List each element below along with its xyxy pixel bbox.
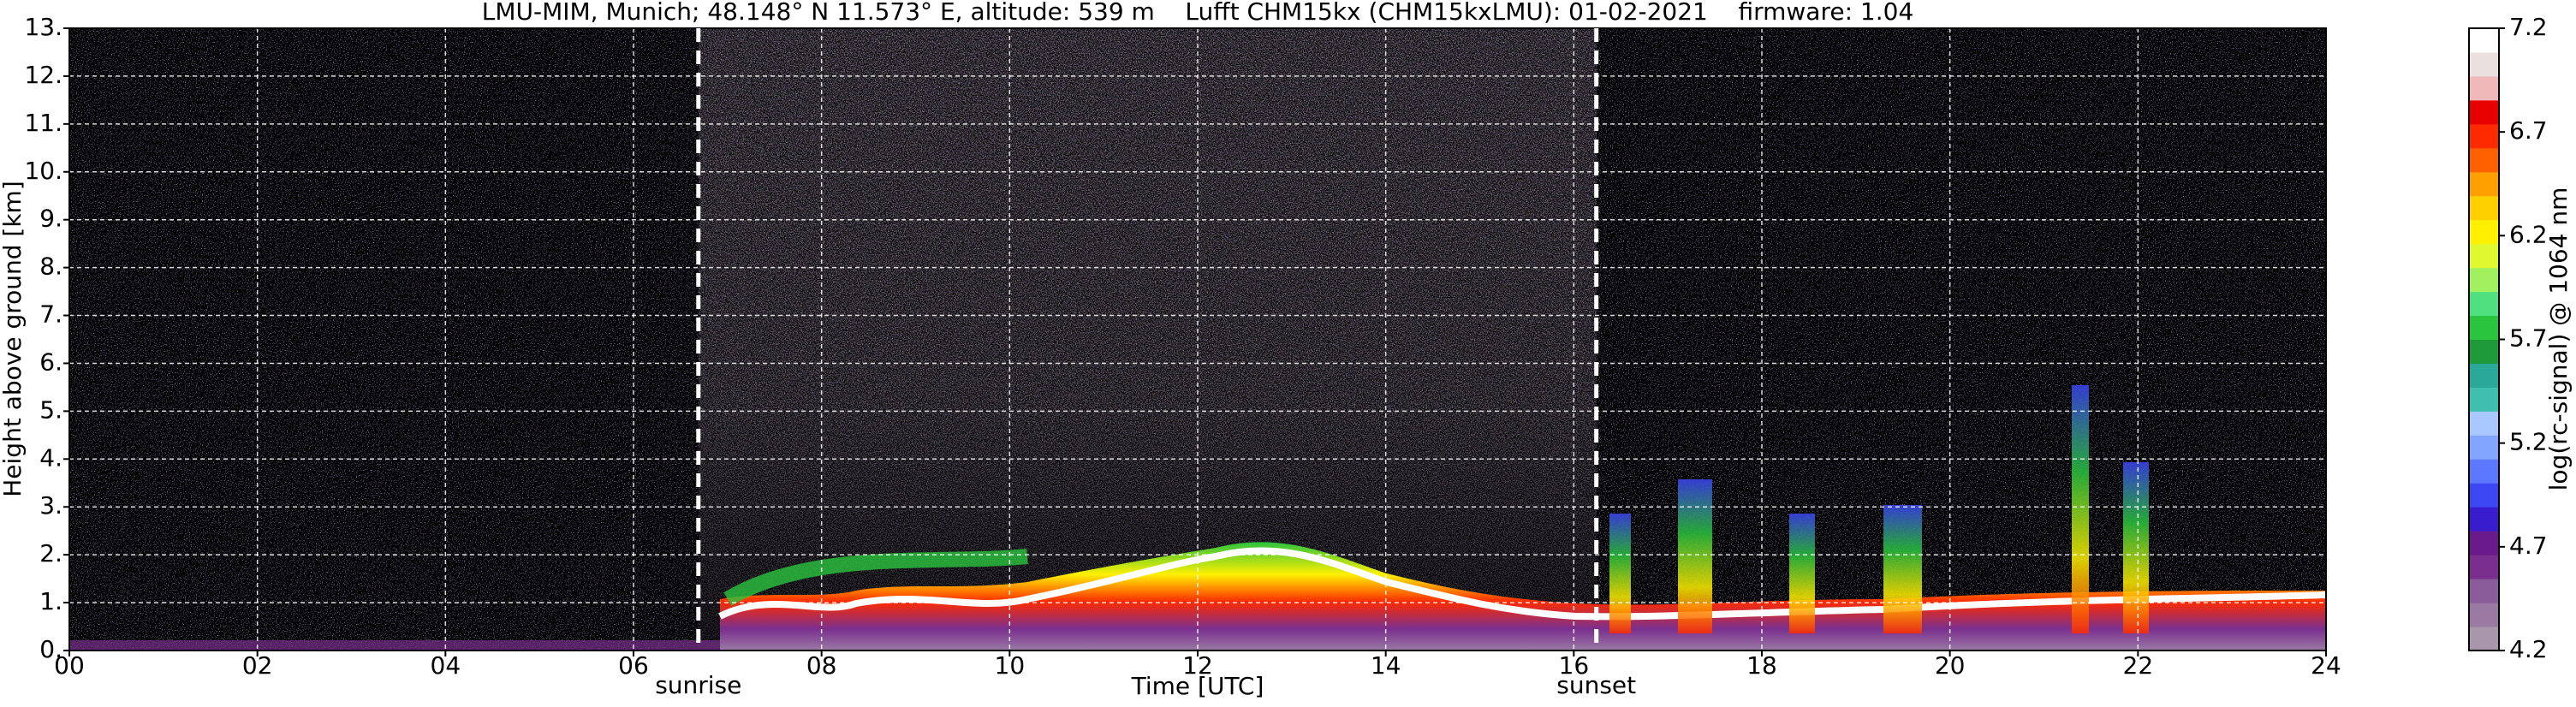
x-tick-label: 06: [618, 651, 649, 680]
colorbar-segment: [2469, 555, 2499, 579]
x-axis-label: Time [UTC]: [1131, 672, 1264, 700]
y-tick-label: 4.: [39, 443, 62, 472]
colorbar-segment: [2469, 75, 2499, 101]
colorbar-tick-label: 7.2: [2509, 13, 2548, 41]
chart-title: LMU-MIM, Munich; 48.148° N 11.573° E, al…: [482, 0, 1914, 26]
y-tick-label: 2.: [39, 539, 62, 567]
colorbar-segment: [2469, 483, 2499, 508]
colorbar-segment: [2469, 123, 2499, 149]
y-tick-label: 10.: [24, 157, 62, 185]
y-tick-label: 12.: [24, 61, 62, 89]
y-tick-label: 8.: [39, 253, 62, 281]
colorbar-segment: [2469, 579, 2499, 603]
y-tick-label: 13.: [24, 13, 62, 41]
x-tick-label: 22: [2123, 651, 2154, 680]
colorbar-segment: [2469, 411, 2499, 436]
x-tick-label: 10: [995, 651, 1026, 680]
y-tick-label: 7.: [39, 300, 62, 329]
colorbar-tick-label: 5.7: [2509, 324, 2548, 353]
colorbar-segment: [2469, 267, 2499, 293]
colorbar-segment: [2469, 387, 2499, 412]
y-tick-label: 9.: [39, 205, 62, 233]
colorbar-segment: [2469, 171, 2499, 197]
colorbar-segment: [2469, 99, 2499, 125]
x-tick-label: 14: [1371, 651, 1401, 680]
x-tick-label: 20: [1935, 651, 1966, 680]
colorbar-segment: [2469, 603, 2499, 627]
x-tick-label: 24: [2311, 651, 2341, 680]
colorbar-segment: [2469, 363, 2499, 388]
y-tick-label: 1.: [39, 587, 62, 615]
colorbar-segment: [2469, 435, 2499, 460]
colorbar-segment: [2469, 291, 2499, 317]
x-tick-label: 16: [1559, 651, 1590, 680]
y-tick-label: 11.: [24, 109, 62, 137]
colorbar-segment: [2469, 147, 2499, 173]
y-tick-label: 6.: [39, 348, 62, 376]
colorbar-segment: [2469, 51, 2499, 77]
y-tick-label: 5.: [39, 395, 62, 424]
colorbar-tick-label: 6.7: [2509, 116, 2548, 145]
colorbar-segment: [2469, 315, 2499, 340]
x-tick-label: 00: [54, 651, 85, 680]
colorbar-segment: [2469, 507, 2499, 532]
colorbar-segment: [2469, 219, 2499, 245]
colorbar-segment: [2469, 195, 2499, 221]
x-tick-label: 04: [431, 651, 461, 680]
annotation-label: sunset: [1556, 671, 1636, 699]
colorbar-tick-label: 4.7: [2509, 532, 2548, 560]
annotation-label: sunrise: [655, 671, 741, 699]
plot-frame: [68, 27, 2327, 651]
colorbar-segment: [2469, 459, 2499, 484]
x-tick-label: 18: [1746, 651, 1777, 680]
colorbar-segment: [2469, 243, 2499, 269]
colorbar-tick-label: 4.2: [2509, 635, 2548, 663]
colorbar-segment: [2469, 627, 2499, 651]
colorbar-segment: [2469, 339, 2499, 364]
colorbar-tick-label: 6.2: [2509, 220, 2548, 248]
y-tick-label: 3.: [39, 491, 62, 520]
y-tick-label: 0.: [39, 635, 62, 663]
x-tick-label: 08: [806, 651, 837, 680]
colorbar-segment: [2469, 28, 2499, 53]
colorbar-tick-label: 5.2: [2509, 428, 2548, 456]
colorbar-label: log(rc-signal) @ 1064 nm: [2544, 187, 2573, 491]
x-tick-label: 12: [1182, 651, 1213, 680]
colorbar-segment: [2469, 531, 2499, 556]
x-tick-label: 02: [242, 651, 273, 680]
y-axis-label: Height above ground [km]: [0, 181, 27, 497]
